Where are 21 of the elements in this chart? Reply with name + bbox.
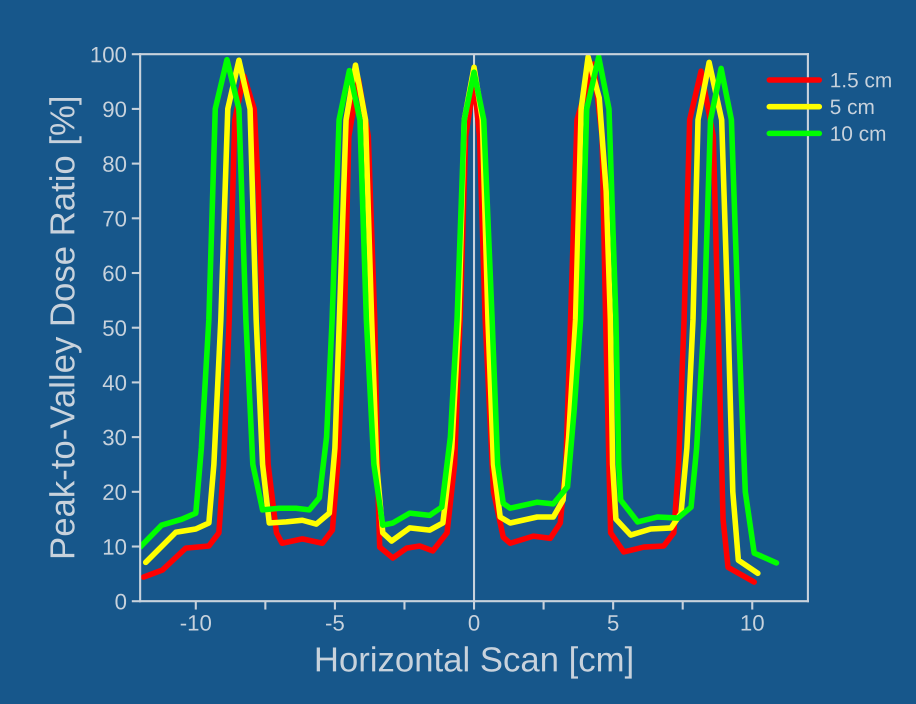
x-axis-title: Horizontal Scan [cm] <box>316 646 632 679</box>
y-tick-label: 100 <box>92 46 126 62</box>
x-tick-label: 5 <box>608 615 618 631</box>
x-tick-label: -10 <box>180 614 211 631</box>
y-tick-label: 50 <box>103 320 126 336</box>
y-tick-label: 60 <box>103 266 126 282</box>
y-axis-title: Peak-to-Valley Dose Ratio [%] <box>49 98 82 558</box>
y-tick-label: 90 <box>103 101 126 118</box>
x-tick-label: 0 <box>468 614 480 631</box>
x-tick-label: -5 <box>326 615 344 631</box>
legend-label: 10 cm <box>831 126 886 141</box>
y-tick-label: 20 <box>103 484 126 500</box>
y-tick-label: 40 <box>102 374 126 391</box>
y-tick-label: 10 <box>104 539 126 555</box>
legend-label: 5 cm <box>830 100 874 114</box>
x-tick-label: 10 <box>742 614 764 631</box>
y-tick-label: 0 <box>115 594 126 610</box>
y-tick-label: 30 <box>103 430 126 446</box>
legend-label: 1.5 cm <box>831 72 891 88</box>
y-tick-label: 70 <box>103 210 126 227</box>
y-tick-label: 80 <box>103 156 126 172</box>
